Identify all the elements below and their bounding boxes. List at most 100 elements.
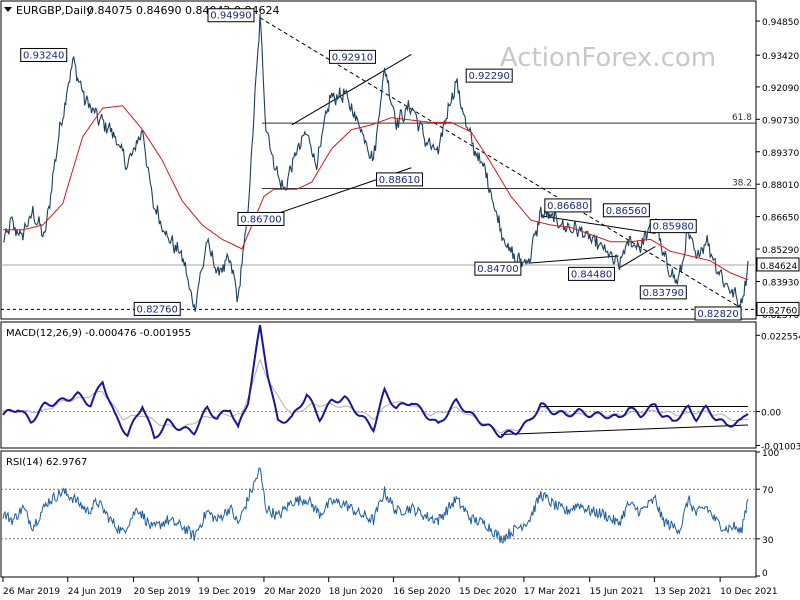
price-levels: 61.8 38.2 bbox=[1, 113, 756, 310]
rsi-panel-frame bbox=[0, 450, 757, 578]
pivot-label-text: 0.86560 bbox=[606, 206, 647, 217]
pivot-label-text: 0.92290 bbox=[469, 71, 510, 82]
x-tick-label: 26 Mar 2019 bbox=[3, 587, 60, 597]
pivot-label-box bbox=[568, 266, 616, 281]
pivot-label-box bbox=[474, 261, 522, 276]
macd-panel-frame bbox=[0, 321, 757, 449]
pivot-label-text: 0.88610 bbox=[379, 175, 420, 186]
x-tick-label: 18 Jun 2020 bbox=[329, 587, 383, 597]
pivot-label-text: 0.86700 bbox=[240, 214, 281, 225]
price-trendline-4 bbox=[540, 215, 656, 234]
rsi-tick-label: 70 bbox=[762, 486, 774, 496]
pivot-label-text: 0.84700 bbox=[477, 264, 518, 275]
pivot-label-5: 0.88610 bbox=[375, 172, 423, 187]
pivot-label-3: 0.92910 bbox=[328, 49, 376, 64]
pivot-label-text: 0.83790 bbox=[643, 288, 684, 299]
fib-label-1: 38.2 bbox=[732, 178, 752, 188]
fib-label-0: 61.8 bbox=[732, 113, 752, 123]
pivot-label-box bbox=[639, 285, 687, 300]
pivot-label-6: 0.86700 bbox=[237, 211, 285, 226]
price-trendline-5 bbox=[618, 246, 656, 269]
price-panel-frame bbox=[0, 0, 757, 320]
x-tick-label: 16 Sep 2020 bbox=[393, 587, 450, 597]
price-tick-label: 0.88010 bbox=[762, 181, 799, 191]
rsi-axis: 100 70 30 0 bbox=[756, 449, 779, 579]
pivot-label-text: 0.86680 bbox=[547, 201, 588, 212]
macd-title: MACD(12,26,9) -0.000476 -0.001955 bbox=[6, 328, 191, 339]
price-tick-label: 0.86650 bbox=[762, 214, 799, 224]
current-price-box bbox=[756, 257, 800, 272]
price-tick-label: 0.90730 bbox=[762, 116, 799, 126]
x-tick-label: 15 Dec 2020 bbox=[459, 587, 517, 597]
pivot-label-box bbox=[602, 203, 650, 218]
rsi-tick-label: 100 bbox=[762, 449, 779, 459]
rsi-title: RSI(14) 62.9767 bbox=[6, 457, 87, 468]
price-tick-label: 0.85290 bbox=[762, 246, 799, 256]
x-tick-label: 19 Dec 2019 bbox=[198, 587, 256, 597]
pivot-label-10: 0.86560 bbox=[602, 203, 650, 218]
pivot-label-text: 0.84480 bbox=[571, 269, 612, 280]
pivot-label-11: 0.85980 bbox=[649, 219, 697, 234]
pivot-label-8: 0.86680 bbox=[544, 198, 592, 213]
pivot-label-box bbox=[328, 49, 376, 64]
price-series bbox=[2, 13, 749, 312]
pivot-label-box bbox=[375, 172, 423, 187]
x-tick-label: 10 Dec 2021 bbox=[720, 587, 778, 597]
pivot-label-13: 0.82820 bbox=[694, 306, 742, 321]
current-price-label: 0.84624 bbox=[760, 262, 797, 272]
symbol-label: EURGBP,Daily bbox=[16, 4, 93, 17]
pivot-label-text: 0.82760 bbox=[137, 304, 178, 315]
pivot-label-7: 0.84700 bbox=[474, 261, 522, 276]
pivot-label-1: 0.94990 bbox=[207, 8, 255, 23]
x-tick-label: 17 Mar 2021 bbox=[524, 587, 581, 597]
price-tick-label: 0.82570 bbox=[762, 311, 799, 321]
price-trendline-3 bbox=[528, 255, 619, 264]
moving-average-series bbox=[3, 105, 749, 281]
x-tick-label: 20 Sep 2019 bbox=[133, 587, 190, 597]
pivot-label-box bbox=[133, 301, 181, 316]
pivot-label-box bbox=[207, 8, 255, 23]
price-trendline-0 bbox=[259, 17, 742, 309]
pivot-label-text: 0.85980 bbox=[653, 222, 694, 233]
price-tick-label: 0.89370 bbox=[762, 149, 799, 159]
price-tick-label: 0.83930 bbox=[762, 279, 799, 289]
pivot-label-text: 0.93240 bbox=[23, 50, 64, 61]
x-tick-label: 20 Mar 2020 bbox=[264, 587, 321, 597]
pivot-label-text: 0.94990 bbox=[210, 11, 251, 22]
pivot-label-2: 0.82760 bbox=[133, 301, 181, 316]
price-tick-label: 0.94850 bbox=[762, 18, 799, 28]
price-axis: 0.94850 0.93420 0.92090 0.90730 0.89370 0.880… bbox=[756, 18, 800, 321]
pivot-labels: 0.93240 0.94990 0.82760 0.92910 0.92290 0.886… bbox=[20, 8, 742, 321]
pivot-label-0: 0.93240 bbox=[20, 47, 68, 62]
macd-trendline-1 bbox=[500, 424, 749, 435]
watermark: ActionForex.com bbox=[500, 43, 716, 73]
pivot-label-4: 0.92290 bbox=[465, 68, 513, 83]
pivot-label-box bbox=[237, 211, 285, 226]
pivot-label-box bbox=[544, 198, 592, 213]
rsi-series bbox=[2, 467, 749, 544]
x-tick-label: 15 Jun 2021 bbox=[590, 587, 644, 597]
macd-tick-label: 0.022554 bbox=[761, 332, 800, 342]
macd-tick-label: -0.010039 bbox=[761, 442, 800, 452]
rsi-tick-label: 0 bbox=[762, 569, 768, 579]
support-price-box bbox=[756, 301, 800, 316]
price-tick-label: 0.92090 bbox=[762, 84, 799, 94]
pivot-label-box bbox=[20, 47, 68, 62]
macd-tick-label: 0.00 bbox=[761, 409, 781, 419]
pivot-label-text: 0.82820 bbox=[697, 309, 738, 320]
pivot-label-12: 0.83790 bbox=[639, 285, 687, 300]
pivot-label-box bbox=[649, 219, 697, 234]
price-tick-label: 0.93420 bbox=[762, 52, 799, 62]
support-price-label: 0.82760 bbox=[760, 306, 797, 316]
pivot-label-text: 0.92910 bbox=[332, 52, 373, 63]
rsi-levels bbox=[1, 488, 756, 540]
collapse-triangle-icon[interactable] bbox=[4, 7, 12, 12]
pivot-label-9: 0.84480 bbox=[568, 266, 616, 281]
price-trendline-2 bbox=[291, 54, 412, 126]
macd-axis: 0.022554 0.00 -0.010039 bbox=[756, 332, 800, 452]
macd-series bbox=[2, 324, 749, 440]
x-tick-label: 24 Jun 2019 bbox=[68, 587, 122, 597]
pivot-label-box bbox=[694, 306, 742, 321]
